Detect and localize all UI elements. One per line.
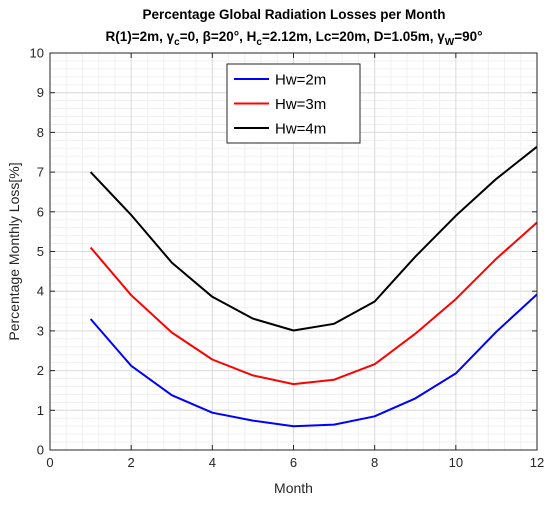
chart-subtitle: R(1)=2m, γc=0, β=20°, Hc=2.12m, Lc=20m, …	[105, 29, 482, 48]
subtitle-sub-c: c	[174, 37, 180, 48]
subtitle-text-4: =2.12m, Lc=20m, D=1.05m,	[262, 29, 437, 44]
x-tick-label: 0	[46, 455, 53, 470]
legend-label-3: Hw=4m	[275, 121, 326, 138]
y-tick-label: 7	[37, 165, 44, 180]
subtitle-sub-w: W	[445, 37, 455, 48]
y-tick-label: 2	[37, 363, 44, 378]
subtitle-text-3: =20°, H	[211, 29, 257, 44]
legend-label-2: Hw=3m	[275, 96, 326, 113]
y-tick-label: 10	[30, 46, 44, 61]
x-tick-label: 6	[290, 455, 297, 470]
subtitle-text-5: =90°	[454, 29, 482, 44]
x-tick-label: 4	[209, 455, 216, 470]
y-tick-label: 6	[37, 204, 44, 219]
subtitle-gamma: γ	[167, 29, 175, 44]
series-line-3	[89, 145, 538, 332]
legend-label-1: Hw=2m	[275, 72, 326, 89]
y-tick-label: 3	[37, 323, 44, 338]
subtitle-gamma2: γ	[437, 29, 445, 44]
y-tick-label: 4	[37, 284, 44, 299]
legend: Hw=2m Hw=3m Hw=4m	[226, 63, 361, 144]
x-tick-label: 8	[371, 455, 378, 470]
x-tick-label: 12	[530, 455, 544, 470]
subtitle-beta: β	[203, 29, 211, 44]
subtitle-sub-c2: c	[256, 37, 262, 48]
y-tick-label: 8	[37, 125, 44, 140]
y-tick-label: 5	[37, 244, 44, 259]
series-line-1	[89, 293, 538, 428]
y-tick-label: 1	[37, 403, 44, 418]
y-axis-label: Percentage Monthly Loss[%]	[6, 162, 22, 340]
x-tick-label: 2	[128, 455, 135, 470]
y-tick-label: 0	[37, 443, 44, 458]
subtitle-text-2: =0,	[180, 29, 203, 44]
chart-title: Percentage Global Radiation Losses per M…	[142, 7, 445, 22]
x-tick-label: 10	[449, 455, 463, 470]
x-axis-label: Month	[274, 480, 313, 496]
y-tick-label: 9	[37, 85, 44, 100]
subtitle-text-1: R(1)=2m,	[105, 29, 166, 44]
series-line-2	[89, 221, 538, 386]
series-lines	[89, 145, 538, 428]
